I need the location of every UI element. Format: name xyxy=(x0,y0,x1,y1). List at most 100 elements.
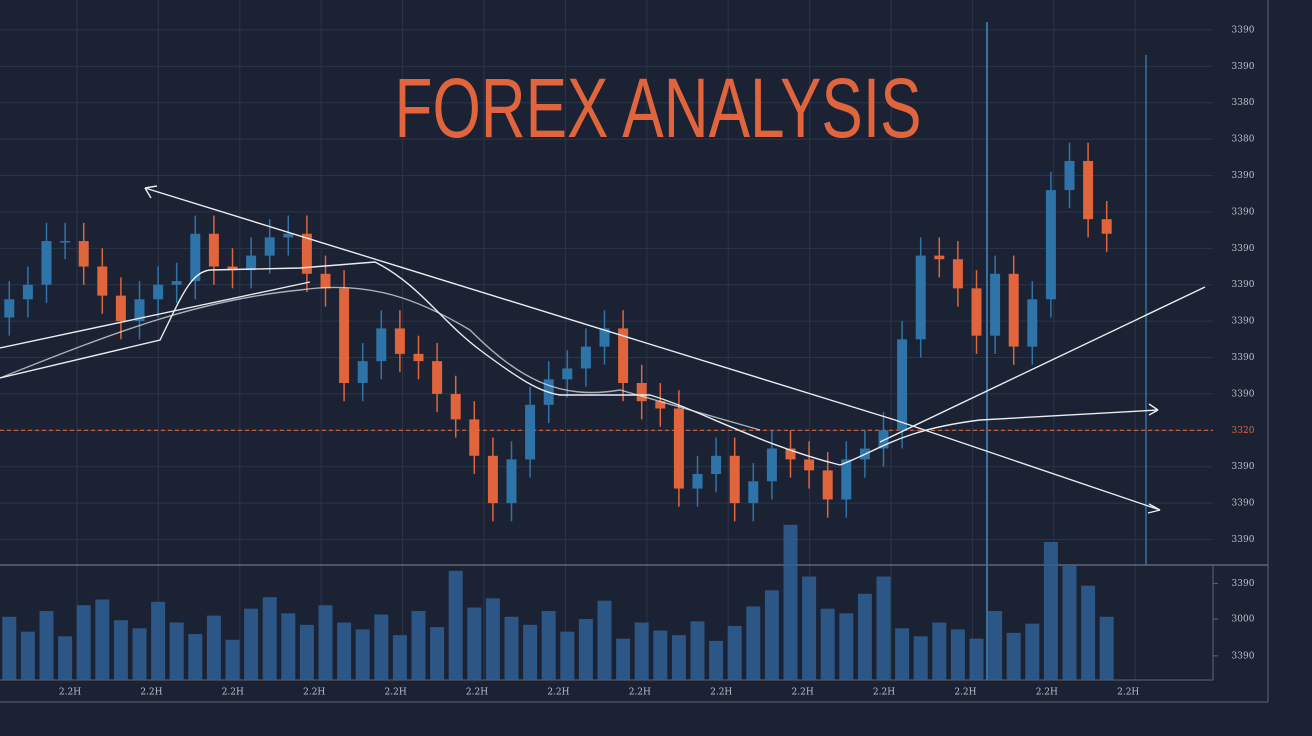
x-tick-label: 2.2H xyxy=(710,688,732,698)
x-tick-label: 2.2H xyxy=(303,688,325,698)
volume-bar xyxy=(969,638,984,680)
volume-bar xyxy=(262,597,277,680)
candle-body xyxy=(320,273,331,289)
candle-body xyxy=(952,259,963,289)
candle-body xyxy=(580,346,591,369)
candle-body xyxy=(171,281,182,285)
volume-bar xyxy=(1099,616,1114,680)
candle-body xyxy=(729,455,740,504)
volume-bar xyxy=(1043,542,1058,680)
volume-bar xyxy=(169,622,184,680)
candle-body xyxy=(990,273,1001,336)
volume-bar xyxy=(132,628,147,680)
volume-bar xyxy=(634,622,649,680)
volume-bar xyxy=(857,593,872,680)
volume-bar xyxy=(597,600,612,680)
volume-bar xyxy=(76,605,91,680)
candle-body xyxy=(804,459,815,471)
volume-bar xyxy=(448,570,463,680)
volume-bar xyxy=(988,611,1003,680)
candle-body xyxy=(208,233,219,267)
y-tick-label: 3390 xyxy=(1232,207,1255,217)
volume-bar xyxy=(764,590,779,680)
grid xyxy=(0,0,1218,680)
candle-body xyxy=(115,295,126,322)
volume-bar xyxy=(206,615,221,680)
volume-bar xyxy=(560,631,575,680)
candle-body xyxy=(487,455,498,504)
volume-bar xyxy=(1062,565,1077,680)
candle-body xyxy=(246,255,257,271)
volume-bar xyxy=(802,576,817,680)
candle-body xyxy=(785,448,796,460)
candle-body xyxy=(153,284,164,300)
volume-bar xyxy=(318,605,333,680)
candle-body xyxy=(897,339,908,431)
volume-tick-label: 3390 xyxy=(1232,651,1255,661)
y-tick-label: 3390 xyxy=(1232,389,1255,399)
candle-body xyxy=(1008,273,1019,347)
candle-body xyxy=(190,233,201,282)
y-tick-label: 3390 xyxy=(1232,353,1255,363)
y-tick-label: 3390 xyxy=(1232,462,1255,472)
volume-tick-label: 3390 xyxy=(1232,579,1255,589)
candle-body xyxy=(506,459,517,504)
volume-bar xyxy=(485,598,500,680)
volume-bar xyxy=(727,625,742,680)
y-tick-label: 3390 xyxy=(1232,25,1255,35)
volume-bar xyxy=(746,606,761,680)
x-tick-label: 2.2H xyxy=(873,688,895,698)
volume-bar xyxy=(225,639,240,680)
y-tick-label: 3390 xyxy=(1232,62,1255,72)
arrow-head xyxy=(144,185,1161,514)
volume-bar xyxy=(578,619,593,680)
candle-body xyxy=(339,288,350,383)
volume-bar xyxy=(504,616,519,680)
volume-bar xyxy=(783,524,798,680)
volume-bar xyxy=(690,621,705,680)
x-tick-label: 2.2H xyxy=(547,688,569,698)
candle-body xyxy=(394,328,405,354)
volume-bar xyxy=(58,636,73,680)
x-tick-label: 2.2H xyxy=(385,688,407,698)
volume-bar xyxy=(541,611,556,680)
candle-body xyxy=(469,419,480,456)
chart-title: FOREX ANALYSIS xyxy=(395,61,922,155)
candle-body xyxy=(971,288,982,336)
x-tick-label: 2.2H xyxy=(59,688,81,698)
candle-body xyxy=(283,233,294,238)
volume-bar xyxy=(151,601,166,680)
candle-body xyxy=(41,241,52,285)
volume-bar xyxy=(299,624,314,680)
volume-bar xyxy=(95,599,110,680)
candle-body xyxy=(692,474,703,489)
candle-body xyxy=(618,328,629,383)
volume-bar xyxy=(839,613,854,680)
candle-body xyxy=(227,266,238,271)
trend-line xyxy=(879,286,1206,443)
candle-body xyxy=(413,353,424,362)
candle-body xyxy=(1045,190,1056,300)
volume-bars xyxy=(2,524,1114,680)
candle-body xyxy=(450,393,461,420)
candle-body xyxy=(636,383,647,402)
candle-body xyxy=(1083,160,1094,220)
y-tick-label: 3390 xyxy=(1232,535,1255,545)
volume-bar xyxy=(709,640,724,680)
candles xyxy=(4,142,1112,522)
volume-bar xyxy=(913,636,928,680)
y-tick-label: 3320 xyxy=(1232,426,1255,436)
y-tick-label: 3390 xyxy=(1232,244,1255,254)
volume-bar xyxy=(188,634,203,680)
volume-bar xyxy=(337,622,352,680)
volume-tick-label: 3000 xyxy=(1232,615,1255,625)
x-tick-label: 2.2H xyxy=(222,688,244,698)
trend-lines xyxy=(0,185,1206,514)
volume-bar xyxy=(876,576,891,680)
candle-body xyxy=(599,328,610,347)
candle-body xyxy=(655,401,666,409)
volume-bar xyxy=(430,627,445,680)
candle-body xyxy=(915,255,926,340)
volume-bar xyxy=(355,629,370,680)
